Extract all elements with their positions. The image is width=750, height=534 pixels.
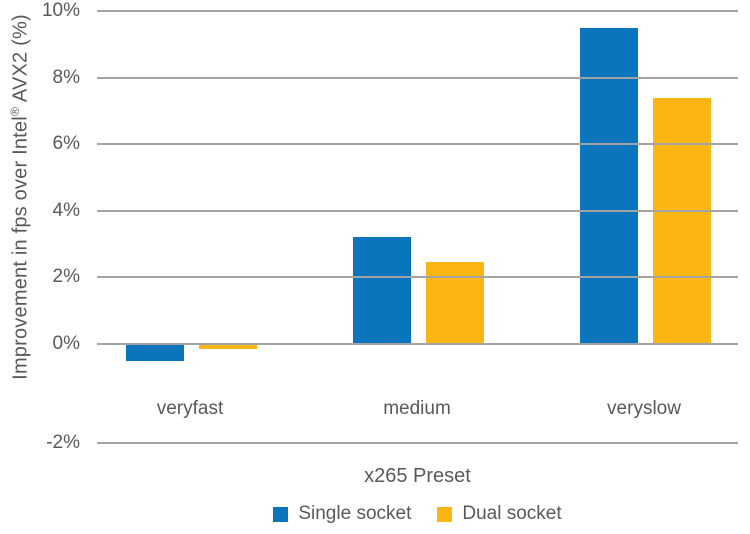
y-tick-label-10pct: 10%: [41, 0, 80, 21]
x-category-label-veryfast: veryfast: [156, 398, 224, 419]
gridline-6pct: [97, 143, 738, 146]
gridline-0pct: [97, 343, 738, 345]
y-tick-label-4pct: 4%: [52, 199, 80, 221]
y-tick-label-2pct: 2%: [52, 266, 80, 288]
x-category-label-medium: medium: [383, 398, 451, 419]
legend-label-single-socket: Single socket: [298, 503, 412, 524]
gridline-4pct: [97, 209, 738, 212]
gridline-neg2pct: [97, 442, 738, 444]
legend: Single socket Dual socket: [97, 503, 738, 525]
bar-single-socket-veryfast: [126, 344, 184, 361]
y-tick-label-8pct: 8%: [52, 66, 80, 88]
bar-dual-socket-medium: [426, 262, 484, 344]
gridline-10pct: [97, 10, 738, 12]
legend-item-dual-socket: Dual socket: [437, 503, 562, 525]
bar-single-socket-veryslow: [580, 27, 638, 344]
legend-swatch-single-socket: [273, 506, 289, 522]
y-tick-label-6pct: 6%: [52, 133, 80, 155]
bar-dual-socket-veryslow: [653, 97, 711, 344]
legend-label-dual-socket: Dual socket: [462, 503, 562, 524]
gridline-2pct: [97, 276, 738, 279]
legend-item-single-socket: Single socket: [273, 503, 411, 525]
gridline-8pct: [97, 76, 738, 79]
legend-swatch-dual-socket: [437, 506, 453, 522]
bar-single-socket-medium: [353, 237, 411, 344]
x-category-label-veryslow: veryslow: [607, 398, 681, 419]
x-axis-title: x265 Preset: [364, 465, 471, 487]
bar-dual-socket-veryfast: [199, 344, 257, 349]
y-tick-label-neg2pct: -2%: [46, 432, 80, 453]
y-tick-label-0pct: 0%: [52, 333, 80, 354]
